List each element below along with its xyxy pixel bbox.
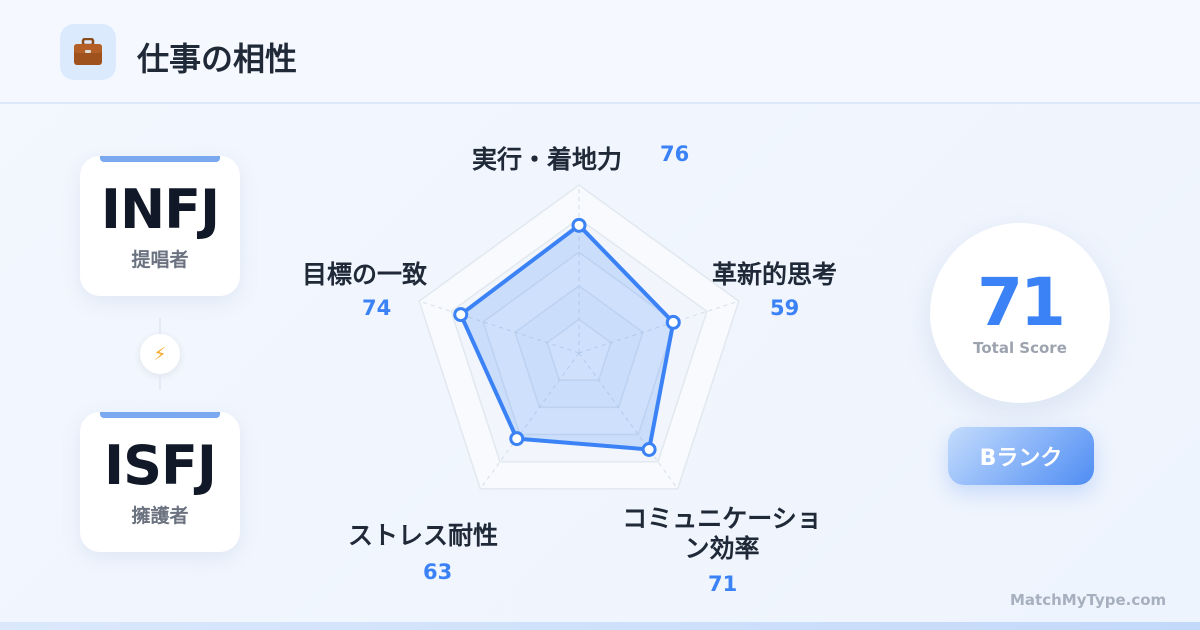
axis-value: 63 <box>423 560 453 584</box>
data-point <box>571 217 587 233</box>
type-card-1: INFJ 提唱者 <box>80 156 240 296</box>
axis-label: コミュニケーション効率 <box>622 504 822 563</box>
grid-spoke <box>479 352 580 490</box>
data-point <box>641 441 657 457</box>
total-score: 71 Total Score <box>930 223 1110 403</box>
axis-label: ストレス耐性 <box>348 521 499 550</box>
data-area <box>458 223 676 452</box>
score-value: 71 <box>977 264 1066 341</box>
axis-value: 71 <box>708 572 738 596</box>
header: 仕事の相性 <box>0 0 1200 104</box>
data-point <box>453 307 469 323</box>
page-title: 仕事の相性 <box>137 40 298 78</box>
axis-value: 59 <box>770 296 800 320</box>
brand-footer: MatchMyType.com <box>1010 591 1167 609</box>
lightning-icon: ⚡ <box>140 334 180 374</box>
grid-spoke <box>419 300 580 354</box>
grid-spoke <box>578 352 679 490</box>
grid-spoke <box>578 300 739 354</box>
axis-label: 実行・着地力 <box>472 145 623 174</box>
score-caption: Total Score <box>973 339 1067 357</box>
type-code: INFJ <box>100 178 220 241</box>
axis-value: 76 <box>660 142 690 166</box>
briefcase-icon <box>60 24 116 80</box>
type-card-2: ISFJ 擁護者 <box>80 412 240 552</box>
data-point <box>509 431 525 447</box>
axis-label: 革新的思考 <box>712 260 838 289</box>
rank-badge: Bランク <box>948 427 1094 485</box>
data-point <box>665 314 681 330</box>
axis-value: 74 <box>362 296 392 320</box>
type-nickname: 提唱者 <box>131 249 189 271</box>
type-code: ISFJ <box>104 434 217 497</box>
type-nickname: 擁護者 <box>131 505 189 527</box>
axis-label: 目標の一致 <box>302 260 428 289</box>
